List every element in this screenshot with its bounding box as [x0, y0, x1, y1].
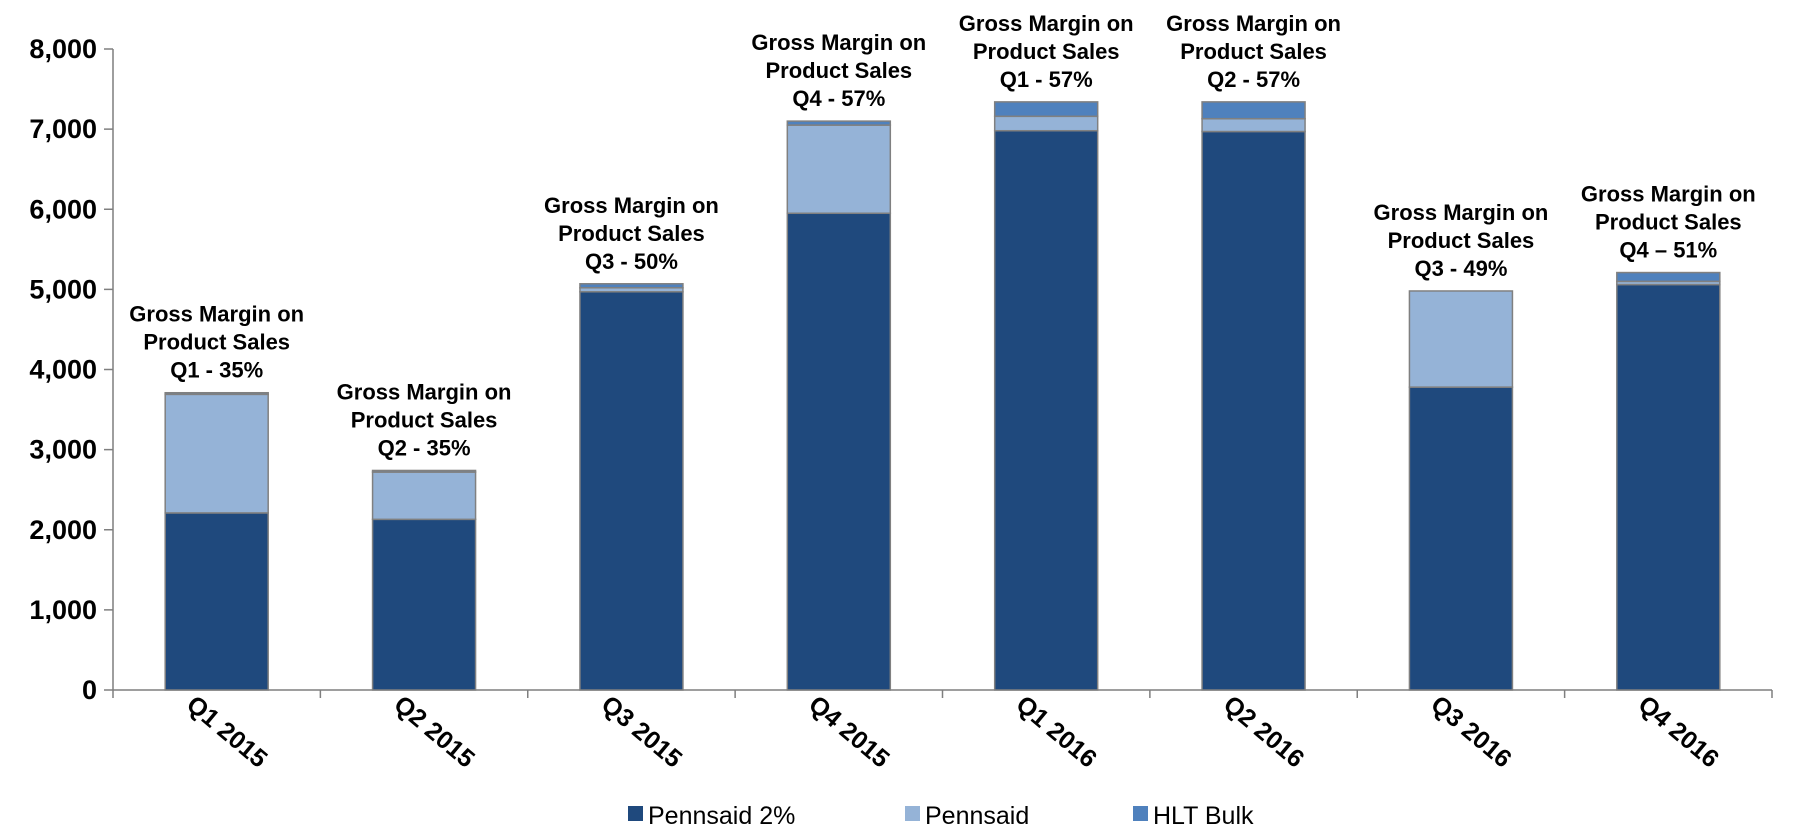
x-tick-label: Q3 2015 — [596, 690, 688, 773]
y-tick-label: 1,000 — [29, 595, 97, 625]
y-tick-label: 8,000 — [29, 34, 97, 64]
y-tick-label: 3,000 — [29, 435, 97, 465]
legend-swatch — [905, 806, 920, 821]
x-axis: Q1 2015 Q2 2015 Q3 2015 Q4 2015 Q1 2016 Q2 20… — [112, 689, 1773, 773]
legend: Pennsaid 2% Pennsaid HLT Bulk — [628, 802, 1254, 830]
bar-segment — [786, 120, 892, 126]
bar-annotation-line: Q2 - 35% — [378, 435, 471, 460]
bar-segment — [1408, 386, 1514, 691]
bar-annotation-line: Gross Margin on — [751, 30, 926, 55]
bar-annotation-line: Product Sales — [351, 407, 498, 432]
bar-segment — [786, 212, 892, 691]
bar-annotation-line: Product Sales — [1180, 39, 1327, 64]
bar-segment — [164, 391, 269, 396]
legend-label: Pennsaid 2% — [648, 802, 795, 830]
bar-segment — [1201, 130, 1306, 691]
bar-segment — [1616, 271, 1721, 283]
bar-annotation-line: Product Sales — [558, 221, 705, 246]
bar-annotation-line: Gross Margin on — [1166, 11, 1341, 36]
bar-annotation-line: Product Sales — [143, 330, 290, 355]
y-axis: 0 1,000 2,000 3,000 4,000 5,000 6,000 7,000 8,00… — [29, 34, 114, 705]
legend-swatch — [1133, 806, 1148, 821]
bar-annotation-line: Q1 - 57% — [1000, 67, 1093, 92]
bar-segment — [579, 291, 684, 691]
legend-label: Pennsaid — [925, 802, 1029, 830]
bar-segment — [371, 469, 477, 473]
annotations: Gross Margin on Product Sales Q1 - 35% Gros… — [129, 11, 1755, 461]
bar-segment — [371, 471, 477, 521]
bar-annotation-line: Q2 - 57% — [1207, 67, 1300, 92]
bar-annotation-line: Q3 - 50% — [585, 249, 678, 274]
bar-annotation-line: Product Sales — [765, 58, 912, 83]
bar-annotation-line: Q3 - 49% — [1414, 256, 1507, 281]
bar-annotation-line: Gross Margin on — [337, 379, 512, 404]
bar-segment — [993, 101, 1099, 118]
bar-segment — [1408, 290, 1514, 388]
x-tick-label: Q2 2016 — [1218, 690, 1309, 773]
bar-annotation-line: Product Sales — [973, 39, 1120, 64]
bar-annotation-line: Gross Margin on — [544, 193, 719, 218]
bar-segment — [786, 124, 892, 215]
legend-label: HLT Bulk — [1153, 802, 1254, 830]
y-tick-label: 0 — [82, 675, 97, 705]
x-tick-label: Q2 2015 — [388, 690, 480, 773]
legend-swatch — [628, 806, 643, 821]
x-tick-label: Q4 2016 — [1633, 690, 1724, 773]
bar-segment — [579, 283, 684, 289]
y-tick-label: 7,000 — [29, 114, 97, 144]
bar-segment — [164, 512, 269, 691]
y-tick-label: 5,000 — [29, 274, 97, 304]
x-tick-label: Q4 2015 — [803, 690, 895, 773]
bar-annotation-line: Q4 - 57% — [792, 86, 885, 111]
x-tick-label: Q1 2016 — [1011, 690, 1102, 773]
bar-annotation-line: Gross Margin on — [1374, 200, 1549, 225]
bar-segment — [1201, 117, 1306, 133]
bar-segment — [993, 129, 1099, 691]
bar-annotation-line: Q1 - 35% — [170, 358, 263, 383]
bar-annotation-line: Product Sales — [1595, 210, 1742, 235]
bar-annotation-line: Product Sales — [1388, 228, 1535, 253]
bar-segment — [1616, 283, 1721, 691]
bar-segment — [1201, 101, 1306, 120]
y-tick-label: 2,000 — [29, 515, 97, 545]
y-tick-label: 6,000 — [29, 194, 97, 224]
y-tick-label: 4,000 — [29, 355, 97, 385]
bar-segment — [164, 393, 269, 514]
bar-annotation-line: Gross Margin on — [1581, 182, 1756, 207]
bar-annotation-line: Gross Margin on — [959, 11, 1134, 36]
bar-annotation-line: Q4 – 51% — [1619, 238, 1717, 263]
bar-segment — [993, 115, 1099, 132]
bars — [164, 101, 1721, 691]
bar-segment — [371, 518, 477, 691]
x-tick-label: Q3 2016 — [1425, 690, 1516, 773]
bar-annotation-line: Gross Margin on — [129, 302, 304, 327]
x-tick-label: Q1 2015 — [181, 690, 273, 773]
